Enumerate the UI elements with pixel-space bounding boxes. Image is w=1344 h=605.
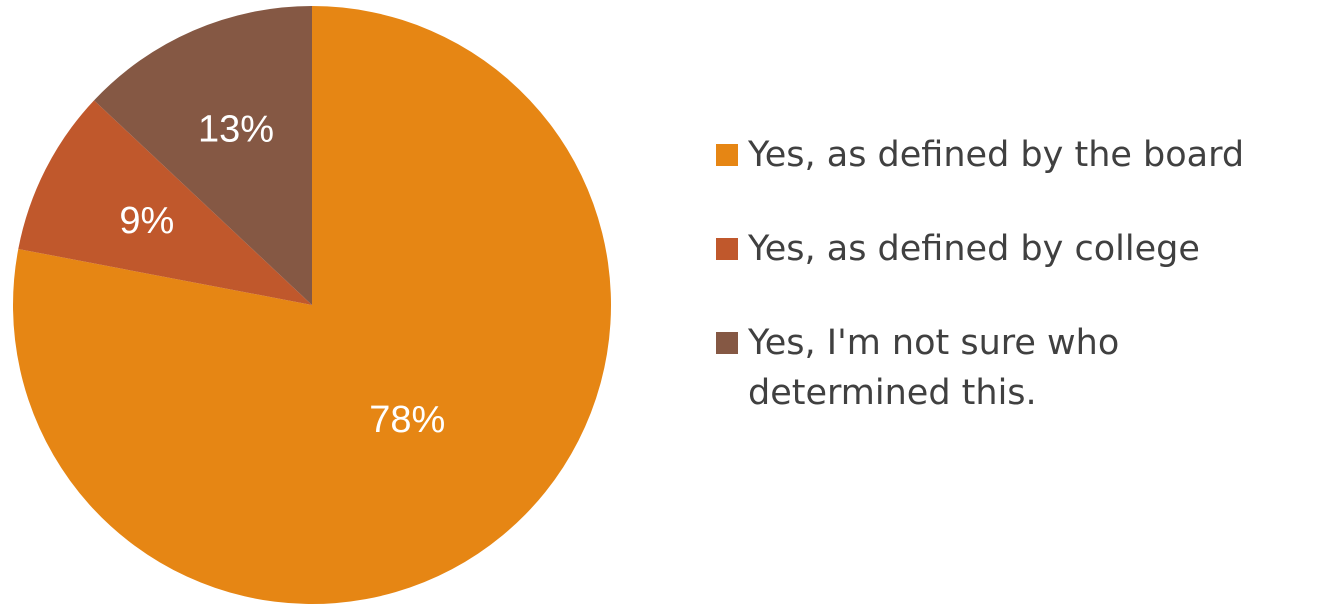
legend: Yes, as defined by the board Yes, as def… bbox=[716, 130, 1336, 462]
pie-slices bbox=[13, 6, 611, 604]
data-label-board: 78% bbox=[369, 399, 445, 441]
legend-swatch-college bbox=[716, 238, 738, 260]
pie-slice-not-sure bbox=[94, 6, 312, 305]
legend-swatch-board bbox=[716, 144, 738, 166]
legend-label-not-sure: Yes, I'm not sure who determined this. bbox=[748, 323, 1120, 413]
legend-label-board: Yes, as defined by the board bbox=[748, 135, 1245, 175]
legend-item-board: Yes, as defined by the board bbox=[716, 130, 1336, 180]
data-label-college: 9% bbox=[119, 200, 174, 242]
legend-item-not-sure: Yes, I'm not sure who determined this. bbox=[716, 318, 1336, 418]
pie-slice-college bbox=[18, 100, 312, 306]
data-label-not-sure: 13% bbox=[198, 108, 274, 150]
legend-item-college: Yes, as defined by college bbox=[716, 224, 1336, 274]
legend-swatch-not-sure bbox=[716, 332, 738, 354]
legend-label-college: Yes, as defined by college bbox=[748, 229, 1200, 269]
pie-data-labels: 78% 9% 13% bbox=[119, 108, 445, 441]
